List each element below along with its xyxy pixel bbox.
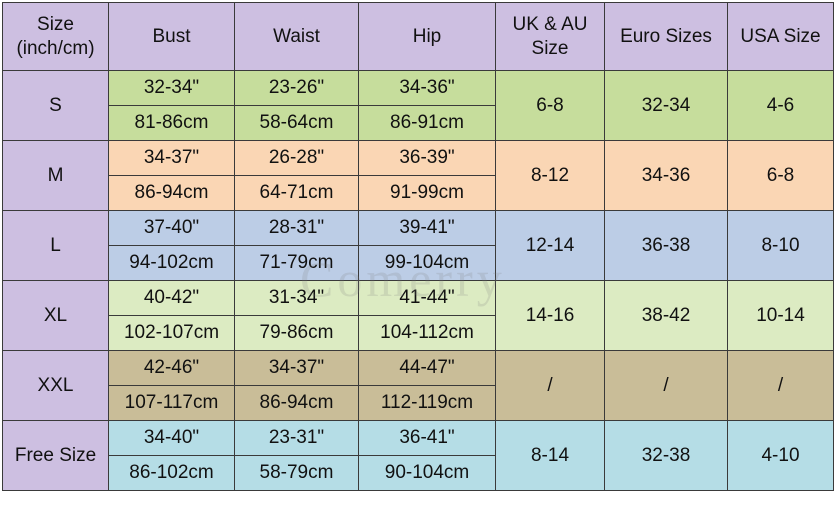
bust-cm: 86-102cm [108,455,235,491]
waist-inches: 26-28" [234,140,359,176]
header-hip: Hip [358,2,496,71]
bust-inches: 32-34" [108,70,235,106]
size-label: S [2,70,109,141]
bust-inches: 34-40" [108,420,235,456]
hip-cm: 104-112cm [358,315,496,351]
hip-inches: 36-41" [358,420,496,456]
header-row: Size (inch/cm) Bust Waist Hip UK & AU Si… [2,2,834,71]
uk-au-size: 6-8 [495,70,605,141]
waist-cm: 58-64cm [234,105,359,141]
size-row-m-inches: M 34-37" 26-28" 36-39" 8-12 34-36 6-8 [2,140,834,211]
size-chart-table: Size (inch/cm) Bust Waist Hip UK & AU Si… [2,2,834,491]
size-row-free-size-cm: 86-102cm 58-79cm 90-104cm [3,455,834,491]
uk-au-size: 14-16 [495,280,605,351]
uk-au-size: 8-12 [495,140,605,211]
euro-size: / [604,350,728,421]
header-size: Size (inch/cm) [2,2,109,71]
bust-cm: 81-86cm [108,105,235,141]
size-label: Free Size [2,420,109,491]
header-usa-size: USA Size [727,2,834,71]
bust-inches: 40-42" [108,280,235,316]
size-row-xxl-inches: XXL 42-46" 34-37" 44-47" / / / [2,350,834,421]
size-row-m-cm: 86-94cm 64-71cm 91-99cm [3,175,834,211]
euro-size: 38-42 [604,280,728,351]
uk-au-size: 12-14 [495,210,605,281]
euro-size: 32-38 [604,420,728,491]
uk-au-size: 8-14 [495,420,605,491]
hip-cm: 99-104cm [358,245,496,281]
waist-inches: 31-34" [234,280,359,316]
waist-cm: 58-79cm [234,455,359,491]
size-row-xxl-cm: 107-117cm 86-94cm 112-119cm [3,385,834,421]
bust-cm: 107-117cm [108,385,235,421]
euro-size: 34-36 [604,140,728,211]
size-row-l-cm: 94-102cm 71-79cm 99-104cm [3,245,834,281]
usa-size: 8-10 [727,210,834,281]
hip-cm: 86-91cm [358,105,496,141]
bust-inches: 34-37" [108,140,235,176]
waist-inches: 23-31" [234,420,359,456]
bust-cm: 102-107cm [108,315,235,351]
waist-inches: 34-37" [234,350,359,386]
waist-cm: 64-71cm [234,175,359,211]
hip-inches: 44-47" [358,350,496,386]
size-row-xl-cm: 102-107cm 79-86cm 104-112cm [3,315,834,351]
size-row-free-size-inches: Free Size 34-40" 23-31" 36-41" 8-14 32-38 4-10 [2,420,834,491]
size-row-l-inches: L 37-40" 28-31" 39-41" 12-14 36-38 8-10 [2,210,834,281]
header-uk-au-size: UK & AU Size [495,2,605,71]
usa-size: 10-14 [727,280,834,351]
size-label: XXL [2,350,109,421]
hip-inches: 39-41" [358,210,496,246]
waist-cm: 86-94cm [234,385,359,421]
waist-cm: 71-79cm [234,245,359,281]
size-label: M [2,140,109,211]
hip-inches: 34-36" [358,70,496,106]
waist-inches: 23-26" [234,70,359,106]
waist-inches: 28-31" [234,210,359,246]
waist-cm: 79-86cm [234,315,359,351]
header-euro-sizes: Euro Sizes [604,2,728,71]
bust-inches: 42-46" [108,350,235,386]
euro-size: 36-38 [604,210,728,281]
hip-cm: 91-99cm [358,175,496,211]
usa-size: 4-6 [727,70,834,141]
usa-size: 4-10 [727,420,834,491]
bust-cm: 86-94cm [108,175,235,211]
bust-cm: 94-102cm [108,245,235,281]
hip-inches: 41-44" [358,280,496,316]
size-row-xl-inches: XL 40-42" 31-34" 41-44" 14-16 38-42 10-14 [2,280,834,351]
usa-size: / [727,350,834,421]
size-chart-body: S 32-34" 23-26" 34-36" 6-8 32-34 4-6 81-86cm 58-… [2,70,834,491]
usa-size: 6-8 [727,140,834,211]
hip-inches: 36-39" [358,140,496,176]
size-label: XL [2,280,109,351]
hip-cm: 90-104cm [358,455,496,491]
euro-size: 32-34 [604,70,728,141]
header-waist: Waist [234,2,359,71]
bust-inches: 37-40" [108,210,235,246]
header-bust: Bust [108,2,235,71]
uk-au-size: / [495,350,605,421]
hip-cm: 112-119cm [358,385,496,421]
size-label: L [2,210,109,281]
size-row-s-cm: 81-86cm 58-64cm 86-91cm [3,105,834,141]
size-row-s-inches: S 32-34" 23-26" 34-36" 6-8 32-34 4-6 [2,70,834,141]
